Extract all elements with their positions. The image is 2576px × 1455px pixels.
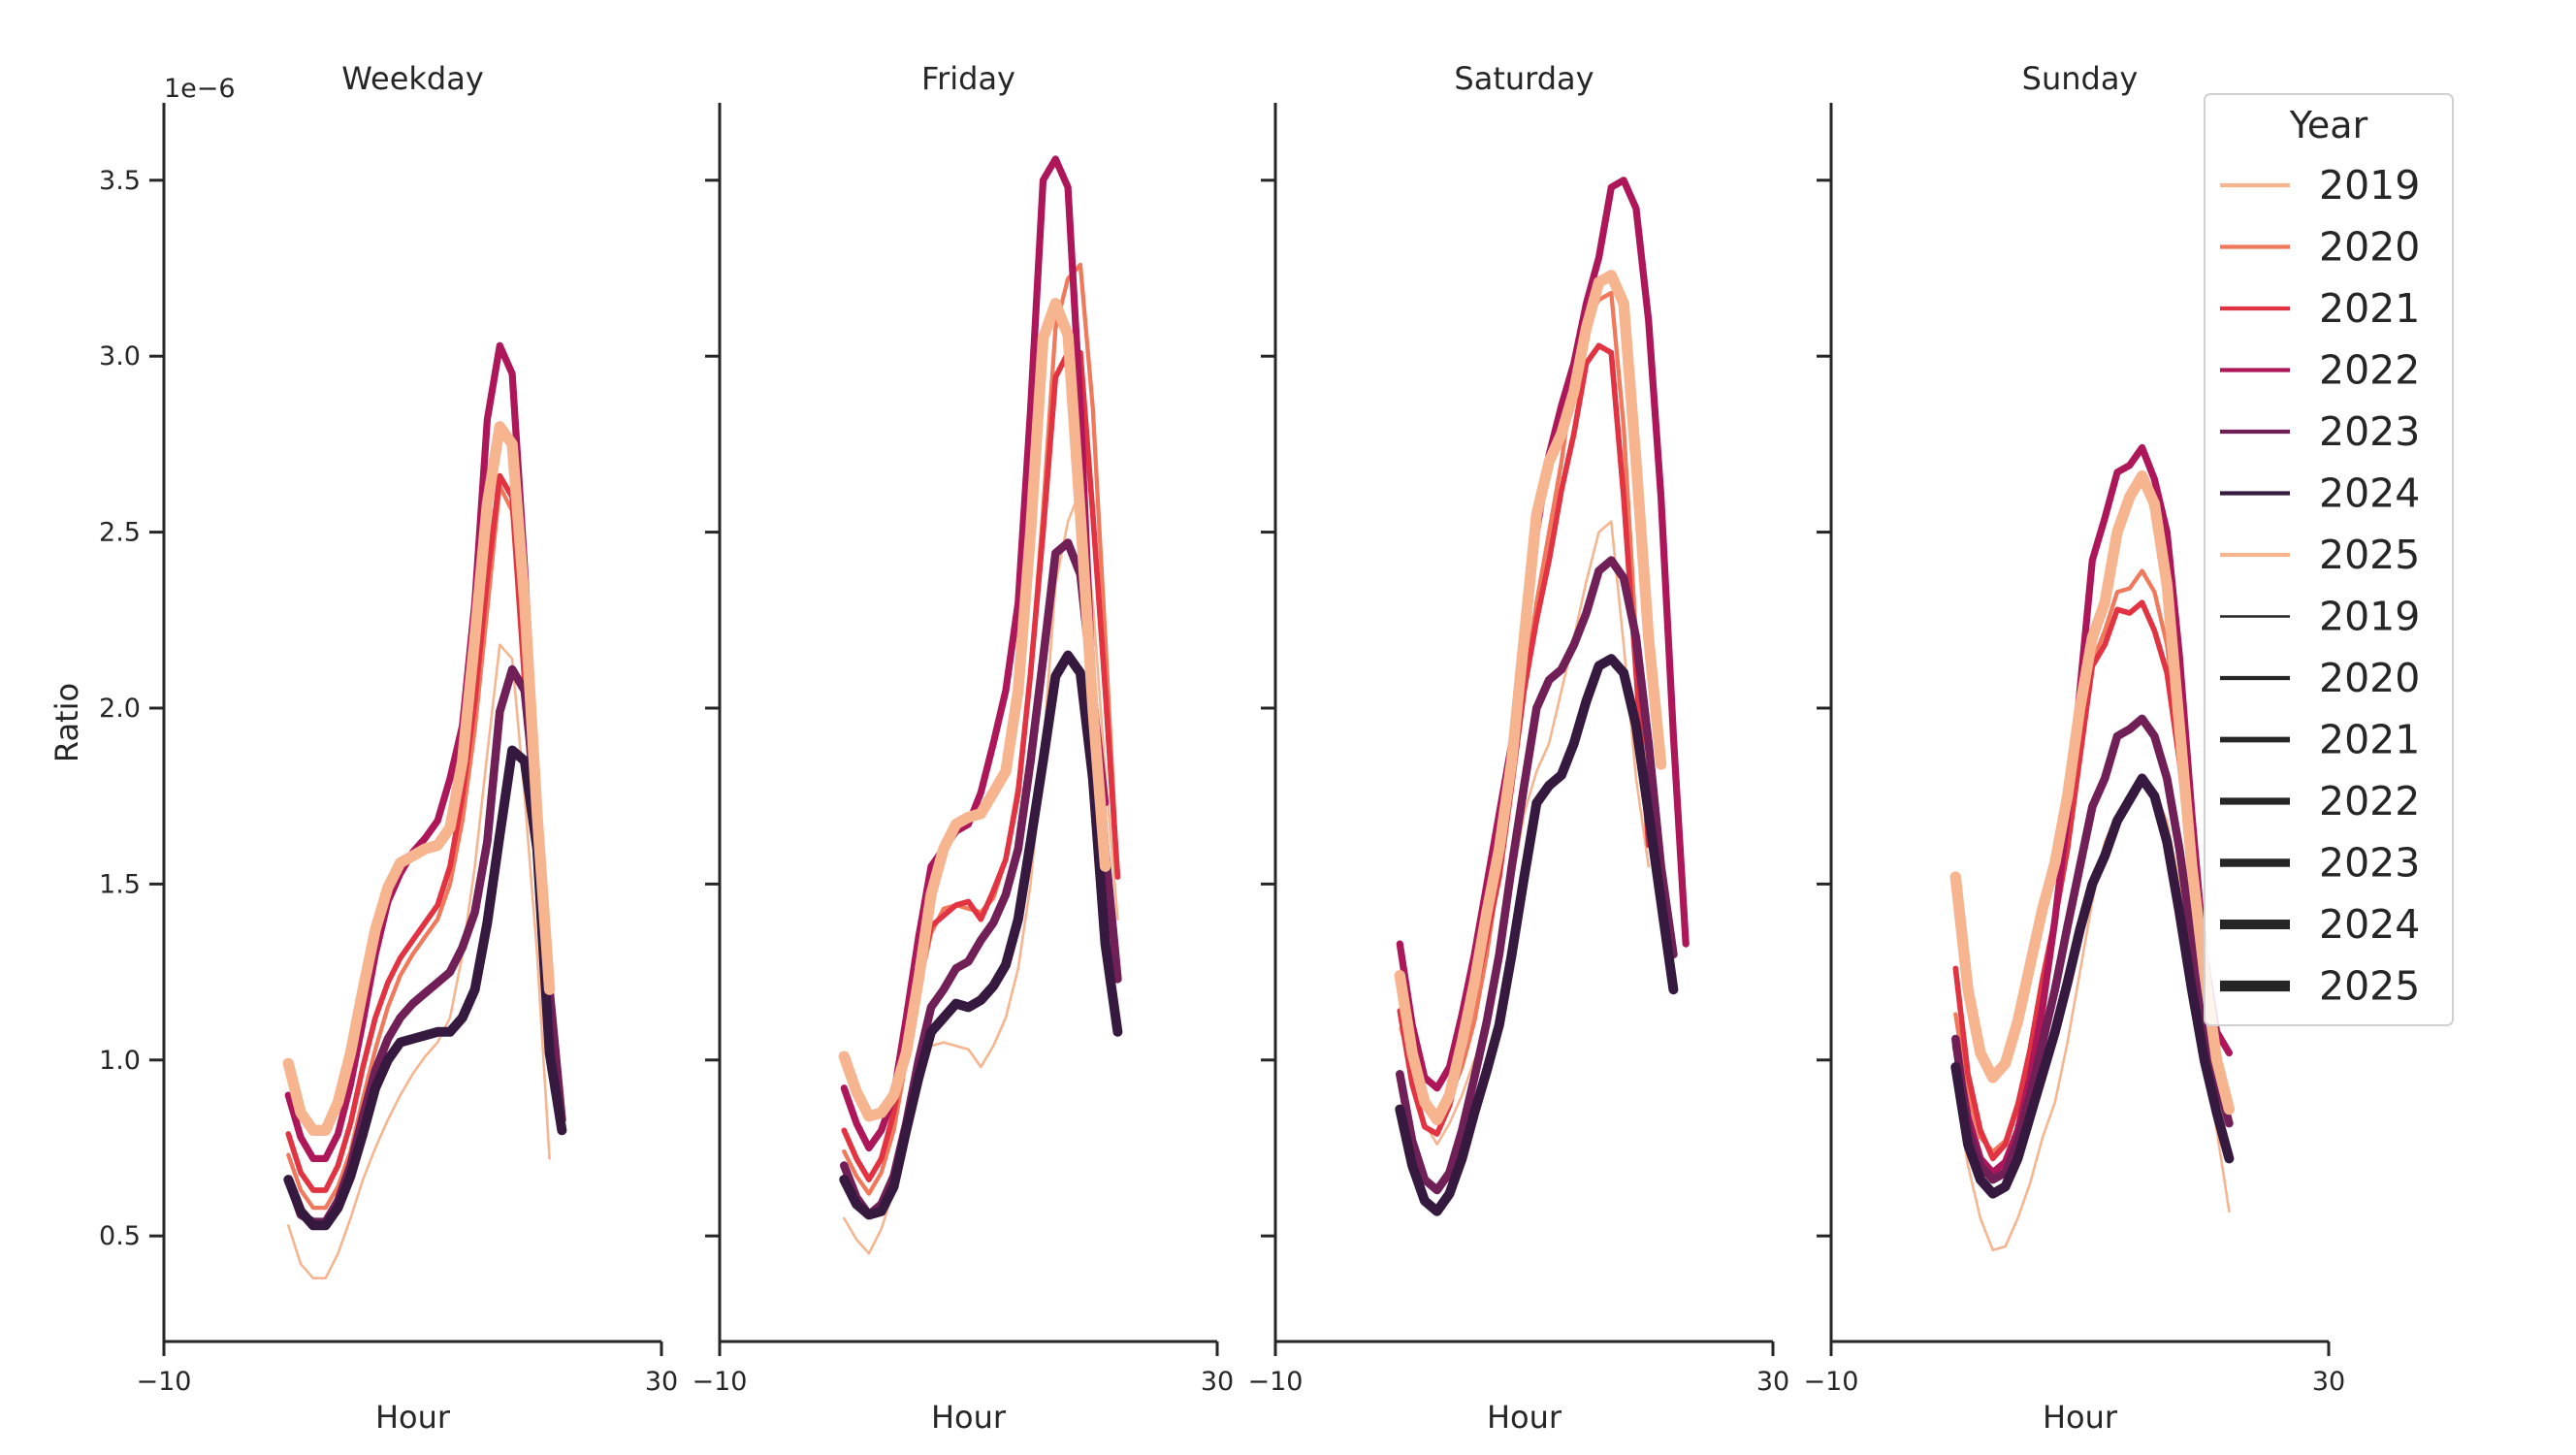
x-tick-label: 30 bbox=[2312, 1367, 2345, 1397]
legend-label: 2023 bbox=[2319, 840, 2420, 887]
series-line-2019 bbox=[1399, 520, 1651, 1147]
series-line-2025 bbox=[282, 421, 556, 1136]
series-line-2021 bbox=[1397, 342, 1652, 1137]
x-tick-label: −10 bbox=[137, 1367, 192, 1397]
series-line-2024 bbox=[283, 745, 567, 1231]
panel-title: Saturday bbox=[1454, 60, 1594, 97]
facet-panel-weekday: 0.5 1.0 1.5 2.0 2.5 3.0 3.5 −10 30 Weekday Hour bbox=[99, 60, 678, 1436]
series-line-2022 bbox=[1951, 443, 2234, 1177]
legend: Year 2019 2020 2021 2022 2023 2024 2025 2019 2020… bbox=[2204, 93, 2454, 1026]
facet-panel-friday: −10 30 Friday Hour bbox=[692, 60, 1235, 1436]
x-tick-label: −10 bbox=[692, 1367, 748, 1397]
x-axis-label: Hour bbox=[931, 1399, 1007, 1436]
legend-label: 2023 bbox=[2319, 408, 2420, 455]
legend-label: 2024 bbox=[2319, 470, 2420, 517]
series-line-2024 bbox=[839, 650, 1123, 1220]
y-tick-label: 3.0 bbox=[99, 341, 141, 372]
legend-label: 2019 bbox=[2319, 594, 2420, 640]
series-line-2025 bbox=[1949, 469, 2236, 1116]
legend-label: 2025 bbox=[2319, 963, 2420, 1010]
series-line-2021 bbox=[285, 472, 553, 1193]
legend-label: 2019 bbox=[2319, 162, 2420, 209]
panel-title: Sunday bbox=[2022, 60, 2139, 97]
legend-title: Year bbox=[2289, 104, 2368, 146]
series-line-2023 bbox=[1951, 714, 2234, 1184]
y-tick-label: 0.5 bbox=[99, 1221, 141, 1251]
facet-panel-saturday: −10 30 Saturday Hour bbox=[1248, 60, 1790, 1436]
x-tick-label: −10 bbox=[1248, 1367, 1304, 1397]
series-line-2019 bbox=[287, 643, 551, 1279]
series-line-2023 bbox=[1396, 556, 1678, 1195]
facet-panel-sunday: −10 30 Sunday Hour bbox=[1804, 60, 2346, 1436]
legend-label: 2022 bbox=[2319, 347, 2420, 394]
y-tick-label: 1.5 bbox=[99, 869, 141, 899]
legend-label: 2025 bbox=[2319, 532, 2420, 578]
y-axis-label: Ratio bbox=[48, 683, 85, 762]
y-offset-text: 1e−6 bbox=[164, 74, 236, 104]
legend-label: 2024 bbox=[2319, 901, 2420, 948]
legend-box bbox=[2204, 93, 2454, 1026]
panel-title: Friday bbox=[921, 60, 1015, 97]
x-axis-label: Hour bbox=[2043, 1399, 2118, 1436]
x-tick-label: 30 bbox=[1756, 1367, 1789, 1397]
x-tick-label: −10 bbox=[1804, 1367, 1859, 1397]
series-line-2024 bbox=[1395, 654, 1679, 1216]
x-tick-label: 30 bbox=[645, 1367, 678, 1397]
x-tick-label: 30 bbox=[1201, 1367, 1234, 1397]
legend-label: 2022 bbox=[2319, 778, 2420, 824]
series-line-2024 bbox=[1950, 773, 2235, 1199]
series-line-2025 bbox=[1394, 270, 1667, 1126]
series-line-2025 bbox=[838, 298, 1111, 1122]
series-line-2022 bbox=[284, 341, 554, 1163]
x-axis-label: Hour bbox=[375, 1399, 451, 1436]
y-tick-label: 2.5 bbox=[99, 518, 141, 548]
y-tick-label: 2.0 bbox=[99, 694, 141, 724]
y-tick-label: 3.5 bbox=[99, 166, 141, 196]
legend-label: 2020 bbox=[2319, 224, 2420, 271]
x-axis-label: Hour bbox=[1487, 1399, 1562, 1436]
series-line-2020 bbox=[286, 484, 552, 1211]
legend-label: 2021 bbox=[2319, 285, 2420, 332]
legend-label: 2021 bbox=[2319, 717, 2420, 763]
y-tick-label: 1.0 bbox=[99, 1046, 141, 1076]
legend-label: 2020 bbox=[2319, 655, 2420, 701]
panel-title: Weekday bbox=[341, 60, 484, 97]
